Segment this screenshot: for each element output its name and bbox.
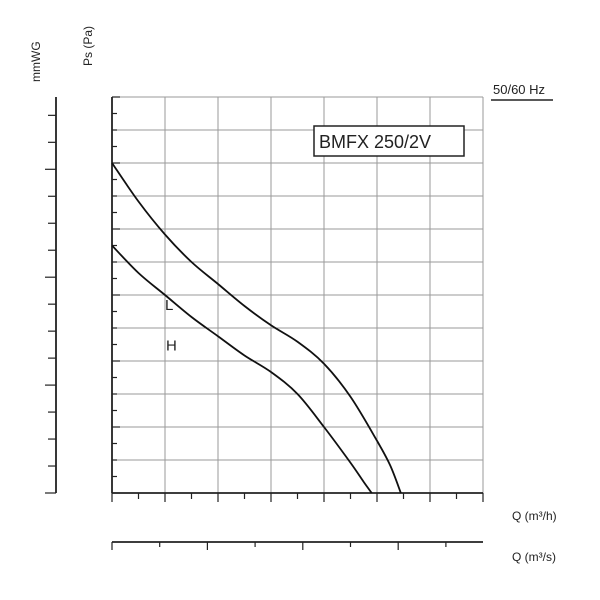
model-label-box: [313, 125, 465, 157]
series-label-l: L: [165, 297, 173, 314]
y-axis-title-pa: Ps (Pa): [81, 26, 95, 66]
x-axis-title-m3h: Q (m³/h): [512, 509, 557, 523]
series-line-h: [111, 162, 402, 494]
labels: HL: [165, 297, 177, 355]
model-label: BMFX 250/2V: [319, 132, 431, 152]
x2-axis-title-m3s: Q (m³/s): [512, 550, 556, 564]
series: [111, 162, 402, 494]
series-label-h: H: [166, 338, 177, 355]
axes: [45, 96, 484, 550]
series-line-l: [111, 244, 373, 494]
y2-axis-title-mmwg: mmWG: [29, 41, 43, 82]
frequency-label: 50/60 Hz: [493, 82, 545, 97]
grid: [111, 96, 484, 494]
